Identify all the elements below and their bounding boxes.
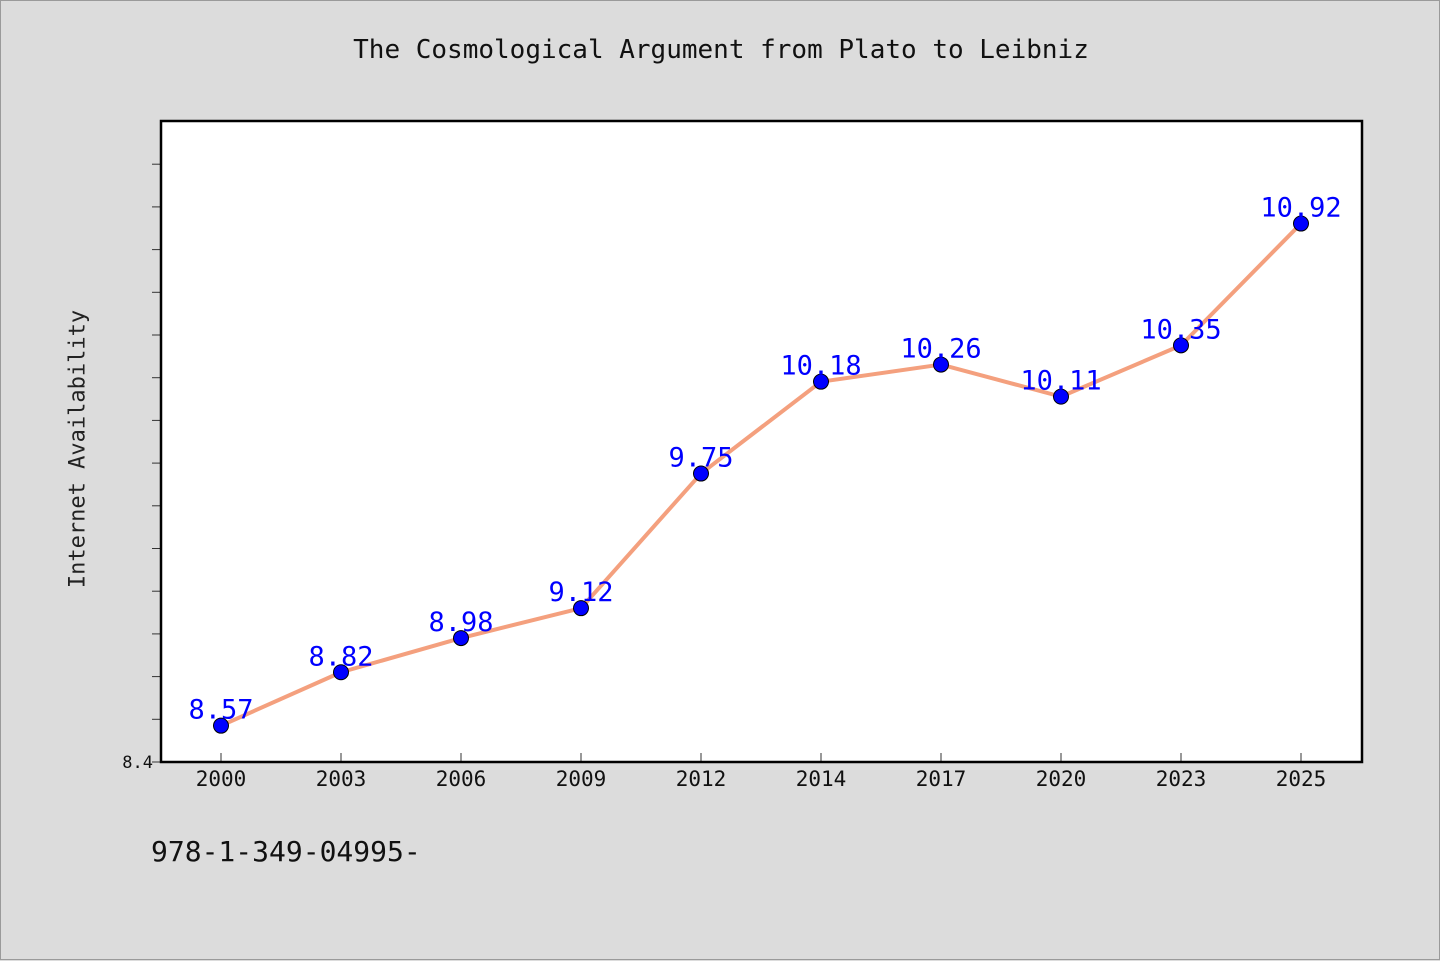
- x-tick-label: 2003: [316, 767, 367, 791]
- data-label: 10.18: [780, 351, 861, 382]
- x-tick-label: 2017: [916, 767, 967, 791]
- data-point: [933, 356, 949, 373]
- x-tick-label: 2025: [1276, 767, 1327, 791]
- x-tick-label: 2014: [796, 767, 847, 791]
- data-point: [333, 664, 349, 681]
- data-point: [693, 465, 709, 482]
- series-line: [219, 221, 1303, 728]
- data-point: [453, 630, 469, 647]
- data-label: 10.26: [900, 334, 981, 365]
- x-tick-label: 2020: [1036, 767, 1087, 791]
- data-point: [1293, 215, 1309, 232]
- footer-code: 978-1-349-04995-: [151, 835, 421, 868]
- data-label: 10.35: [1140, 314, 1221, 345]
- data-label: 8.82: [308, 641, 373, 672]
- plot-border: [159, 119, 1364, 764]
- data-label: 9.75: [668, 443, 733, 474]
- data-point: [213, 717, 229, 734]
- data-point: [813, 373, 829, 390]
- plot-area: [161, 121, 1362, 762]
- data-label: 10.11: [1020, 366, 1101, 397]
- data-label: 10.92: [1260, 193, 1341, 224]
- x-tick-label: 2009: [556, 767, 607, 791]
- x-tick-label: 2023: [1156, 767, 1207, 791]
- x-tick-label: 2000: [196, 767, 247, 791]
- data-label: 9.12: [548, 577, 613, 608]
- data-point: [1173, 337, 1189, 354]
- x-tick-label: 2006: [436, 767, 487, 791]
- y-tick-label: 8.4: [122, 753, 153, 773]
- x-tick-label: 2012: [676, 767, 727, 791]
- data-point: [573, 600, 589, 617]
- data-label: 8.57: [188, 695, 253, 726]
- data-label: 8.98: [428, 607, 493, 638]
- data-point: [1053, 388, 1069, 405]
- chart-title: The Cosmological Argument from Plato to …: [353, 35, 1089, 65]
